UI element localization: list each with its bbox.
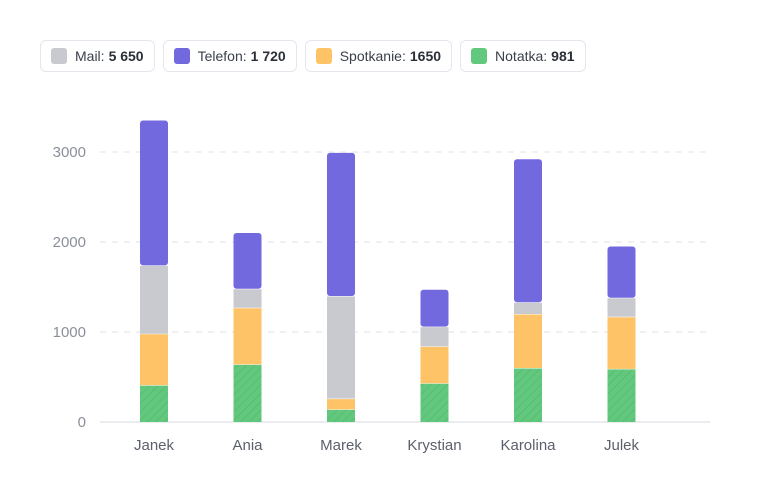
legend-label-notatka: Notatka: xyxy=(495,48,548,64)
y-tick-label: 0 xyxy=(78,414,86,431)
legend-value-telefon: 1 720 xyxy=(250,48,286,64)
legend: Mail: 5 650 Telefon: 1 720 Spotkanie: 16… xyxy=(40,40,586,72)
legend-swatch-spotkanie xyxy=(315,48,332,64)
bar-segment-notatka-julek[interactable] xyxy=(607,368,636,422)
legend-item-notatka[interactable]: Notatka: 981 xyxy=(460,40,586,72)
labels-layer: 0 1000 2000 3000 Janek Ania Marek Krystian Karol… xyxy=(53,144,640,454)
bar-segment-notatka-janek[interactable] xyxy=(140,385,168,422)
legend-label-telefon: Telefon: xyxy=(197,48,247,64)
bar-segment-telefon-karolina[interactable] xyxy=(514,159,542,303)
bar-segment-spotkanie-ania[interactable] xyxy=(233,307,262,365)
legend-value-mail: 5 650 xyxy=(108,48,144,64)
legend-swatch-mail xyxy=(51,48,67,64)
legend-value-notatka: 981 xyxy=(551,48,575,64)
bars-layer xyxy=(140,120,636,422)
bar-segment-mail-janek[interactable] xyxy=(140,265,168,334)
bar-segment-mail-karolina[interactable] xyxy=(514,302,542,314)
x-tick-label-krystian: Krystian xyxy=(407,437,461,454)
bar-segment-telefon-marek[interactable] xyxy=(327,152,355,296)
legend-item-mail[interactable]: Mail: 5 650 xyxy=(40,40,155,72)
legend-item-telefon[interactable]: Telefon: 1 720 xyxy=(162,40,297,72)
bar-segment-telefon-ania[interactable] xyxy=(233,233,262,289)
bar-segment-notatka-ania[interactable] xyxy=(233,364,262,422)
y-tick-label: 2000 xyxy=(53,234,86,251)
legend-item-spotkanie[interactable]: Spotkanie: 1650 xyxy=(304,40,453,72)
x-tick-label-julek: Julek xyxy=(604,437,640,454)
legend-label-mail: Mail: xyxy=(75,48,105,64)
bar-segment-spotkanie-marek[interactable] xyxy=(327,398,355,410)
bar-segment-spotkanie-julek[interactable] xyxy=(607,316,636,369)
bar-segment-mail-julek[interactable] xyxy=(607,297,636,317)
bar-segment-mail-marek[interactable] xyxy=(327,296,355,399)
y-tick-label: 1000 xyxy=(53,324,86,341)
x-tick-label-ania: Ania xyxy=(232,437,263,454)
bar-segment-telefon-janek[interactable] xyxy=(140,120,168,266)
y-tick-label: 3000 xyxy=(53,144,86,161)
bar-segment-mail-ania[interactable] xyxy=(233,288,262,308)
bar-segment-spotkanie-janek[interactable] xyxy=(140,333,168,386)
bar-segment-mail-krystian[interactable] xyxy=(420,326,449,347)
bar-segment-spotkanie-krystian[interactable] xyxy=(420,346,449,384)
legend-swatch-notatka xyxy=(471,48,488,64)
bar-segment-notatka-marek[interactable] xyxy=(327,409,355,422)
legend-swatch-telefon xyxy=(173,48,190,64)
bar-segment-notatka-karolina[interactable] xyxy=(514,368,542,422)
bar-segment-telefon-julek[interactable] xyxy=(607,246,636,298)
legend-label-spotkanie: Spotkanie: xyxy=(339,48,406,64)
legend-value-spotkanie: 1650 xyxy=(409,48,442,64)
x-tick-label-janek: Janek xyxy=(134,437,175,454)
bar-segment-notatka-krystian[interactable] xyxy=(420,383,449,422)
x-tick-label-marek: Marek xyxy=(320,437,362,454)
bar-segment-telefon-krystian[interactable] xyxy=(420,289,449,327)
bar-segment-spotkanie-karolina[interactable] xyxy=(514,314,542,368)
x-tick-label-karolina: Karolina xyxy=(500,437,556,454)
